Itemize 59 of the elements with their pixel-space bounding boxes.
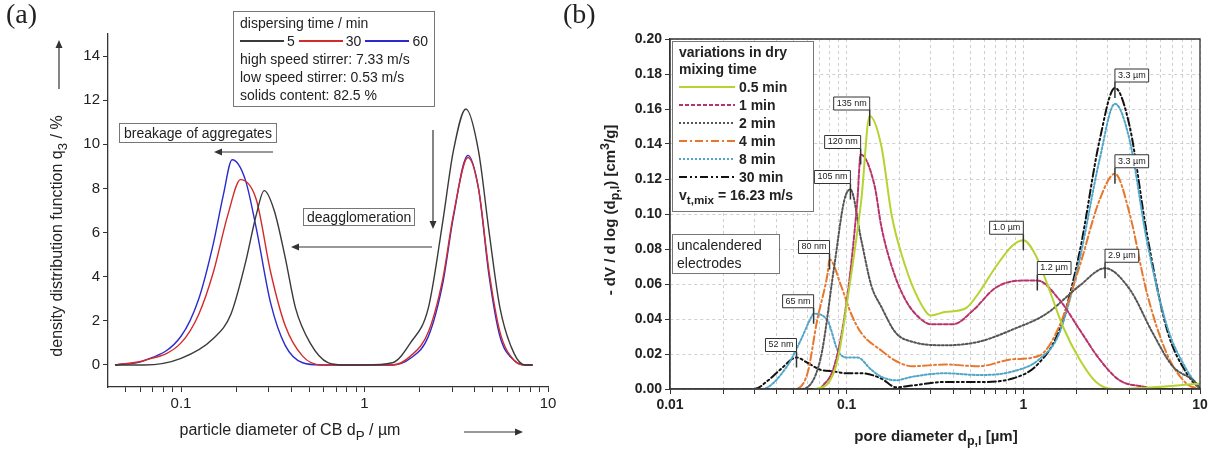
annotation: 65 nm xyxy=(785,295,811,306)
y-tick-label: 14 xyxy=(83,46,100,64)
y-tick-label: 0.06 xyxy=(634,274,663,291)
x-axis-title: particle diameter of CB d$_{P}$ / µm xyxy=(179,421,401,443)
annotation: 1.2 µm xyxy=(1040,262,1069,273)
legend-label: 1 min xyxy=(739,96,776,114)
annotation: high speed stirrer: 7.33 m/s xyxy=(240,50,411,68)
legend-title: variations in dry mixing time xyxy=(679,44,789,78)
y-tick-label: 0.12 xyxy=(634,169,663,186)
legend-label: 4 min xyxy=(739,132,776,150)
annotation: 2.9 µm xyxy=(1108,250,1136,261)
annotation: 135 nm xyxy=(836,97,867,108)
annotation: 1.0 µm xyxy=(992,222,1021,233)
annotation: deagglomeration xyxy=(303,208,416,226)
y-tick-label: 6 xyxy=(91,222,100,240)
annotation: low speed stirrer: 0.53 m/s xyxy=(240,68,406,86)
y-tick-label: 0.14 xyxy=(634,134,663,151)
x-tick-label: 1 xyxy=(1019,396,1028,413)
legend-label: 2 min xyxy=(739,114,776,132)
x-tick-label: 0.01 xyxy=(656,396,684,413)
legend-label: 8 min xyxy=(739,150,776,168)
annotation: 80 nm xyxy=(801,241,827,252)
annotation: 105 nm xyxy=(817,171,848,182)
legend-label: 5 xyxy=(287,32,295,50)
y-tick-label: 0.00 xyxy=(634,379,663,396)
y-tick-label: 4 xyxy=(91,266,100,284)
annotation: 3.3 µm xyxy=(1117,155,1146,166)
y-tick-label: 0.02 xyxy=(634,344,663,361)
annotation: solids content: 82.5 % xyxy=(240,86,378,104)
legend-label: 30 xyxy=(345,32,362,50)
y-tick-label: 2 xyxy=(91,310,100,328)
y-tick-label: 0.10 xyxy=(634,204,663,221)
annotation: 3.3 µm xyxy=(1117,69,1146,80)
legend-title: dispersing time / min xyxy=(240,14,370,32)
x-tick-label: 10 xyxy=(1192,396,1208,413)
y-tick-label: 0 xyxy=(91,355,100,373)
annotation: 120 nm xyxy=(827,136,858,147)
y-tick-label: 0.16 xyxy=(634,99,663,116)
x-axis-title: pore diameter d$_{p,l}$ [µm] xyxy=(854,426,1018,448)
annotation: uncalendered electrodes xyxy=(672,234,780,274)
x-tick-label: 10 xyxy=(539,394,557,412)
y-tick-label: 8 xyxy=(91,178,100,196)
annotation: 52 nm xyxy=(768,339,794,350)
legend-label: 30 min xyxy=(739,168,784,186)
chart-title: (a) xyxy=(6,0,38,30)
y-tick-label: 10 xyxy=(83,134,100,152)
legend-label: 0.5 min xyxy=(739,78,788,96)
annotation: v$_{t,mix}$ = 16.23 m/s xyxy=(679,186,795,208)
chart-title: (b) xyxy=(563,0,596,30)
y-tick-label: 0.04 xyxy=(634,309,663,326)
y-tick-label: 0.08 xyxy=(634,239,663,256)
y-tick-label: 0.18 xyxy=(634,64,663,81)
legend-label: 60 xyxy=(412,32,428,50)
y-tick-label: 12 xyxy=(83,90,100,108)
x-tick-label: 0.1 xyxy=(170,394,192,412)
x-tick-label: 1 xyxy=(360,394,369,412)
y-tick-label: 0.20 xyxy=(634,29,663,46)
x-tick-label: 0.1 xyxy=(836,396,857,413)
annotation: breakage of aggregates xyxy=(119,123,277,143)
